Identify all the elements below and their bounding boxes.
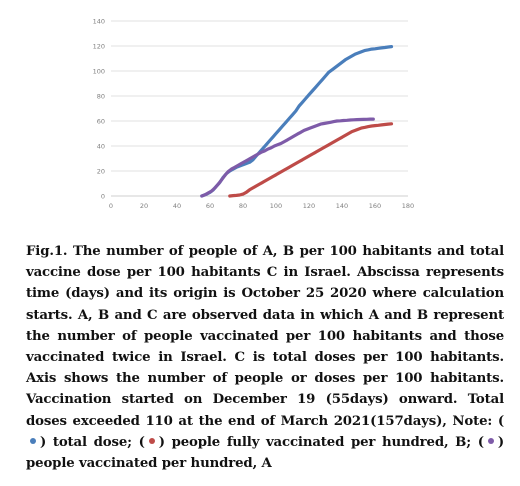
x-tick-label: 60 [206,202,214,210]
x-tick-label: 140 [336,202,348,210]
y-axis-ticks: 0 20 40 60 80 100 120 140 [93,17,105,200]
line-chart: 0 20 40 60 80 100 120 140 0 20 40 60 80 100 120 140 160… [93,17,415,210]
y-tick-label: 120 [93,42,105,50]
series-line-fully_vaccinated_B [228,122,394,198]
series-line-vaccinated_A [200,117,375,198]
gridlines [111,20,408,197]
x-tick-label: 40 [173,202,181,210]
x-tick-label: 100 [270,202,282,210]
purple-dot-icon [485,435,497,447]
figure-caption: Fig.1. The number of people of A, B per … [26,241,504,474]
y-tick-label: 140 [93,17,105,25]
x-tick-label: 180 [402,202,414,210]
y-tick-label: 60 [97,117,105,125]
caption-open-paren: ( [497,413,505,429]
x-tick-label: 0 [109,202,113,210]
y-tick-label: 20 [97,167,105,175]
x-axis-ticks: 0 20 40 60 80 100 120 140 160 180 [109,202,414,210]
caption-legend-vacc: ) people vaccinated per hundred, A [26,434,505,472]
x-tick-label: 80 [239,202,247,210]
x-tick-label: 160 [369,202,381,210]
chart-area: 0 20 40 60 80 100 120 140 0 20 40 60 80 100 120 140 160… [0,0,520,232]
y-tick-label: 100 [93,67,105,75]
caption-text: Fig.1. The number of people of A, B per … [26,244,504,429]
y-tick-label: 80 [97,92,105,100]
y-tick-label: 40 [97,142,105,150]
x-tick-label: 120 [303,202,315,210]
blue-dot-icon [27,435,39,447]
caption-legend-total: ) total dose; ( [40,434,145,450]
y-tick-label: 0 [101,192,105,200]
data-series [200,45,394,198]
x-tick-label: 20 [140,202,148,210]
red-dot-icon [146,435,158,447]
caption-legend-fully: ) people fully vaccinated per hundred, B… [158,434,484,450]
